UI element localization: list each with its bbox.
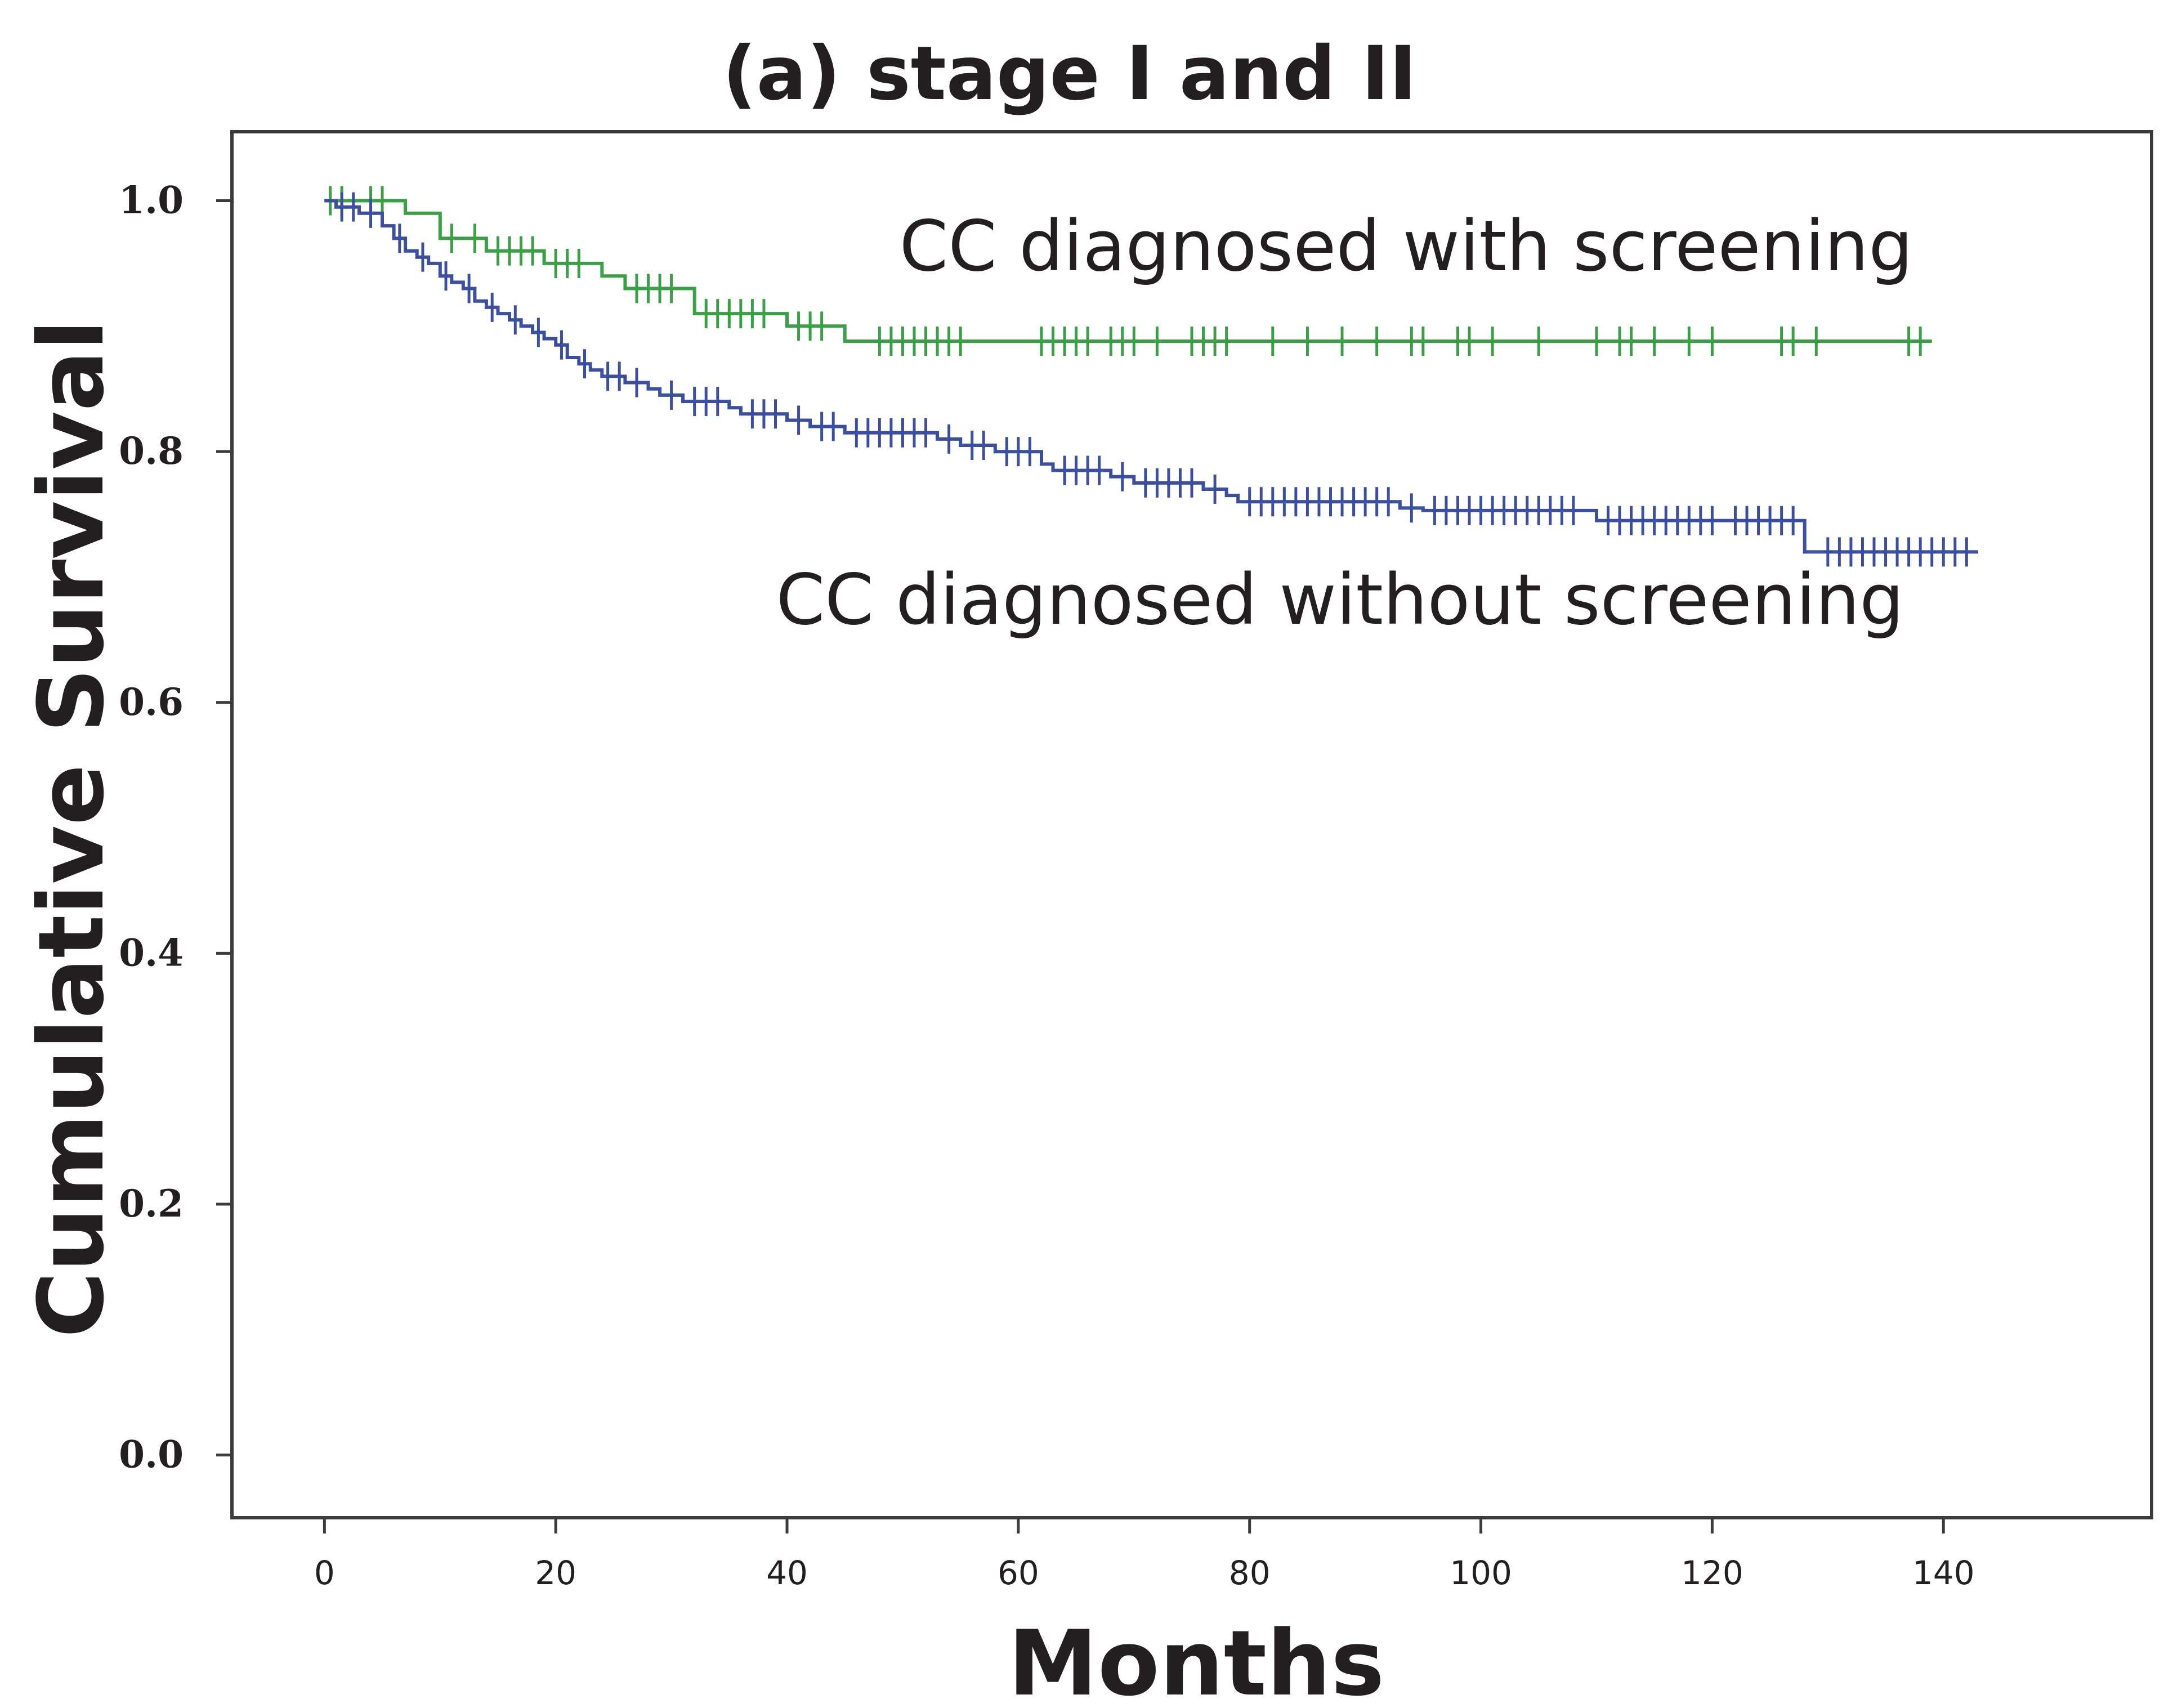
survival-line: [324, 199, 1932, 343]
y-tick-label: 0.4: [119, 931, 184, 974]
y-axis-ticks: 0.0 0.2 0.4 0.6 0.8 1.0: [119, 178, 232, 1477]
x-tick-label: 120: [1681, 1554, 1743, 1592]
x-tick-label: 60: [998, 1554, 1039, 1592]
plot-frame: [230, 130, 2153, 1519]
y-tick-label: 1.0: [119, 178, 184, 222]
y-axis-title: Cumulative Survival: [19, 320, 124, 1338]
survival-line: [324, 199, 1978, 554]
x-tick-label: 100: [1450, 1554, 1512, 1592]
x-tick-label: 80: [1229, 1554, 1271, 1592]
series-layer: [324, 186, 1978, 567]
x-tick-label: 40: [766, 1554, 808, 1592]
y-tick-label: 0.0: [119, 1433, 184, 1477]
annotation-without-screening: CC diagnosed without screening: [776, 560, 1904, 641]
annotation-with-screening: CC diagnosed with screening: [900, 206, 1913, 287]
chart-title: (a) stage I and II: [722, 30, 1416, 117]
x-axis-ticks: 0 20 40 60 80 100 120 140: [314, 1518, 1975, 1592]
series-with-screening: [324, 186, 1932, 356]
x-tick-label: 140: [1912, 1554, 1975, 1592]
y-tick-label: 0.2: [119, 1182, 184, 1226]
series-without-screening: [324, 192, 1978, 567]
x-tick-label: 0: [314, 1554, 335, 1592]
y-tick-label: 0.8: [119, 429, 184, 473]
x-tick-label: 20: [535, 1554, 576, 1592]
y-tick-label: 0.6: [119, 680, 184, 724]
x-axis-title: Months: [1008, 1611, 1385, 1708]
